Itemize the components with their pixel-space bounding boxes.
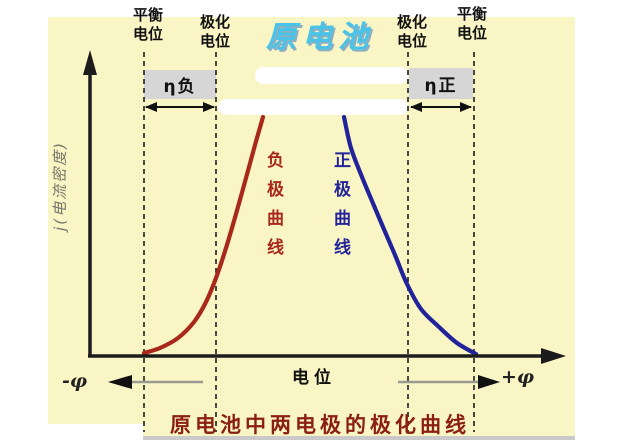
negative-electrode-curve-label: 负极曲线	[263, 151, 283, 267]
corner-whiteout	[48, 424, 143, 440]
figure-title: 原电池	[266, 20, 374, 55]
label-equilibrium-potential-left: 平衡 电位	[132, 6, 163, 43]
overpotential-positive-label: η正	[424, 76, 458, 96]
x-axis-arrow-icon	[541, 348, 566, 364]
curve-positive-electrode	[341, 114, 479, 357]
y-axis-label: j(电流密度)	[51, 141, 69, 231]
overpotential-positive-box: η正	[409, 68, 473, 99]
x-axis-negative-end-label: -φ	[62, 370, 88, 392]
label-polarization-potential-left: 极化 电位	[199, 13, 230, 50]
plot-background	[48, 17, 575, 440]
whiteout-band-lower	[218, 99, 408, 115]
overpotential-negative-box: η负	[144, 70, 216, 99]
label-polarization-potential-right: 极化 电位	[396, 13, 427, 50]
label-equilibrium-potential-right: 平衡 电位	[456, 5, 487, 42]
positive-direction-arrow-icon	[478, 375, 500, 389]
x-axis-label: 电位	[292, 368, 336, 388]
curve-negative-electrode	[141, 114, 266, 356]
negative-direction-arrow-icon	[108, 375, 132, 389]
figure-caption: 原电池中两电极的极化曲线	[170, 412, 470, 437]
overpotential-negative-label: η负	[163, 77, 197, 97]
y-axis-arrow-icon	[83, 50, 97, 75]
whiteout-band-upper	[255, 67, 408, 84]
positive-electrode-curve-label: 正极曲线	[330, 151, 350, 267]
x-axis-positive-end-label: +φ	[501, 366, 535, 388]
bottom-gray-strip	[143, 436, 575, 440]
